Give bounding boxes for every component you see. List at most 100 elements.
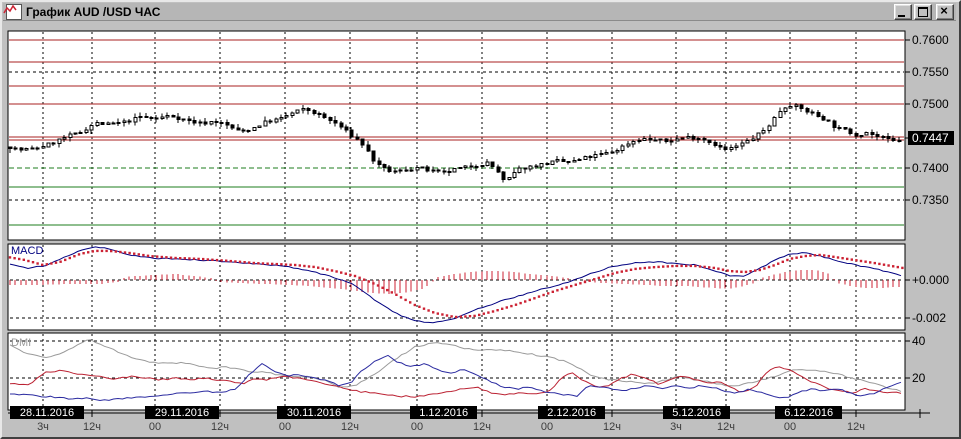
minimize-button[interactable]: [894, 3, 912, 20]
candle: [176, 116, 181, 121]
signal-dot: [841, 257, 844, 260]
signal-dot: [478, 313, 481, 317]
signal-dot: [625, 269, 628, 272]
time-label: 12ч: [847, 421, 865, 433]
signal-dot: [556, 289, 559, 292]
signal-dot: [611, 272, 614, 275]
signal-dot: [8, 256, 12, 259]
signal-dot: [643, 266, 646, 270]
dmi-axis-label: 40: [912, 334, 926, 348]
candle: [458, 167, 463, 170]
signal-dot: [754, 269, 757, 272]
signal-dot: [248, 261, 251, 264]
signal-dot: [487, 311, 490, 314]
candle: [599, 153, 604, 156]
signal-dot: [749, 270, 752, 273]
signal-dot: [160, 255, 163, 259]
signal-dot: [418, 305, 421, 308]
candle: [51, 142, 56, 145]
signal-dot: [878, 262, 881, 266]
candle: [301, 108, 306, 111]
signal-dot: [100, 249, 104, 253]
signal-dot: [54, 261, 58, 264]
candle: [485, 161, 490, 166]
candle: [826, 119, 831, 122]
title-bar[interactable]: График AUD /USD ЧАС ×: [3, 3, 956, 21]
signal-dot: [505, 306, 508, 309]
signal-dot: [565, 286, 568, 289]
candle: [219, 122, 224, 125]
candle: [181, 118, 186, 121]
signal-dot: [689, 264, 692, 268]
candle: [8, 146, 13, 150]
candle: [745, 140, 750, 144]
candle: [95, 122, 100, 127]
signal-dot: [252, 261, 255, 265]
signal-dot: [579, 282, 582, 285]
candle: [577, 158, 582, 161]
signal-dot: [680, 264, 683, 268]
signal-dot: [685, 264, 688, 268]
signal-dot: [298, 264, 301, 267]
current-price-badge: [908, 131, 954, 145]
maximize-button[interactable]: [914, 3, 932, 20]
signal-dot: [18, 257, 21, 261]
signal-dot: [114, 250, 117, 253]
candle: [474, 165, 479, 168]
candle: [583, 156, 588, 160]
candle: [333, 119, 338, 124]
signal-dot: [510, 304, 513, 308]
candle: [870, 132, 875, 136]
candle: [46, 142, 51, 148]
candle: [740, 142, 745, 147]
signal-dot: [156, 255, 159, 258]
candle: [664, 138, 669, 142]
candle: [13, 147, 18, 150]
dmi-axis-label: 20: [912, 371, 926, 385]
candle: [78, 132, 83, 134]
candle: [788, 106, 793, 109]
close-button[interactable]: ×: [936, 3, 954, 20]
candle: [268, 120, 273, 123]
candle: [469, 165, 474, 168]
price-axis-label: 0.7500: [912, 97, 949, 111]
candle: [436, 169, 441, 172]
candle: [864, 132, 869, 136]
signal-dot: [22, 258, 25, 261]
candle: [642, 138, 647, 141]
signal-dot: [353, 274, 357, 278]
candle: [875, 134, 880, 137]
signal-dot: [206, 258, 209, 261]
signal-dot: [694, 264, 697, 268]
signal-dot: [50, 262, 53, 265]
signal-dot: [225, 259, 228, 262]
candle: [84, 129, 89, 133]
candle: [257, 125, 262, 129]
signal-dot: [583, 280, 587, 284]
signal-dot: [708, 266, 711, 269]
candle: [371, 150, 376, 162]
candle: [897, 140, 902, 142]
signal-dot: [41, 263, 44, 266]
signal-dot: [836, 256, 840, 259]
candle: [355, 136, 360, 140]
signal-dot: [243, 261, 246, 264]
signal-dot: [657, 265, 660, 269]
signal-dot: [363, 278, 366, 281]
candle: [545, 162, 550, 165]
signal-dot: [441, 313, 444, 316]
price-panel[interactable]: [7, 30, 906, 241]
candle: [246, 130, 251, 133]
signal-dot: [330, 269, 334, 272]
candle: [517, 167, 522, 173]
signal-dot: [188, 257, 191, 260]
candle: [723, 146, 728, 150]
candle: [154, 117, 159, 120]
candle: [886, 136, 891, 140]
signal-dot: [896, 265, 899, 269]
signal-dot: [409, 301, 412, 304]
candle: [810, 111, 815, 114]
candle: [799, 104, 804, 110]
candle: [550, 160, 555, 165]
